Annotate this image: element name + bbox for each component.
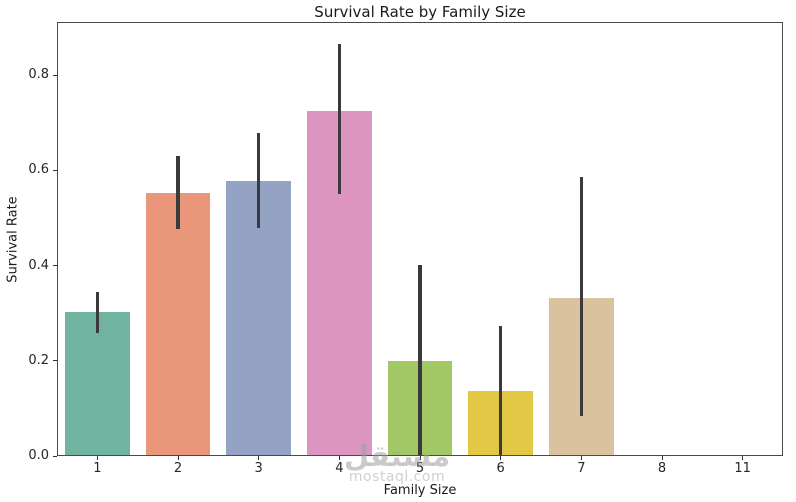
error-bar-family-size-2 [176, 156, 180, 229]
y-tick-label: 0.0 [28, 448, 49, 463]
x-tick-label: 5 [415, 461, 425, 476]
x-tick-mark [258, 456, 260, 460]
x-tick-label: 7 [577, 461, 586, 476]
y-tick-label: 0.2 [28, 352, 49, 368]
x-tick-label: 2 [173, 461, 183, 476]
x-tick-label: 6 [496, 461, 505, 476]
x-tick-mark [96, 456, 98, 460]
x-tick-label: 4 [335, 461, 344, 476]
bar-family-size-2 [145, 192, 211, 456]
x-tick-mark [419, 456, 421, 460]
error-bar-family-size-4 [337, 43, 342, 195]
x-tick-mark [500, 456, 502, 460]
x-tick-label: 11 [734, 461, 751, 476]
y-axis-label: Survival Rate [5, 196, 21, 283]
y-tick-mark [53, 265, 57, 267]
bar-family-size-1 [65, 311, 130, 456]
y-tick-label: 0.4 [28, 257, 49, 273]
y-tick-mark [53, 74, 57, 76]
x-tick-label: 8 [657, 461, 667, 476]
x-tick-mark [742, 456, 744, 460]
error-bar-family-size-6 [498, 326, 503, 456]
y-tick-mark [53, 169, 57, 171]
chart-title: Survival Rate by Family Size [314, 3, 526, 21]
y-tick-label: 0.6 [28, 162, 49, 178]
x-tick-label: 1 [93, 461, 102, 476]
x-axis-label: Family Size [383, 483, 457, 498]
error-bar-family-size-3 [256, 132, 261, 229]
error-bar-family-size-7 [579, 177, 584, 417]
error-bar-family-size-5 [418, 265, 422, 456]
x-tick-label: 3 [254, 461, 263, 476]
x-tick-mark [338, 456, 340, 460]
x-tick-mark [580, 456, 582, 460]
x-tick-mark [661, 456, 663, 460]
y-tick-label: 0.8 [28, 67, 49, 83]
error-bar-family-size-1 [95, 291, 100, 334]
y-tick-mark [53, 360, 57, 362]
y-tick-mark [53, 455, 57, 457]
x-tick-mark [177, 456, 179, 460]
